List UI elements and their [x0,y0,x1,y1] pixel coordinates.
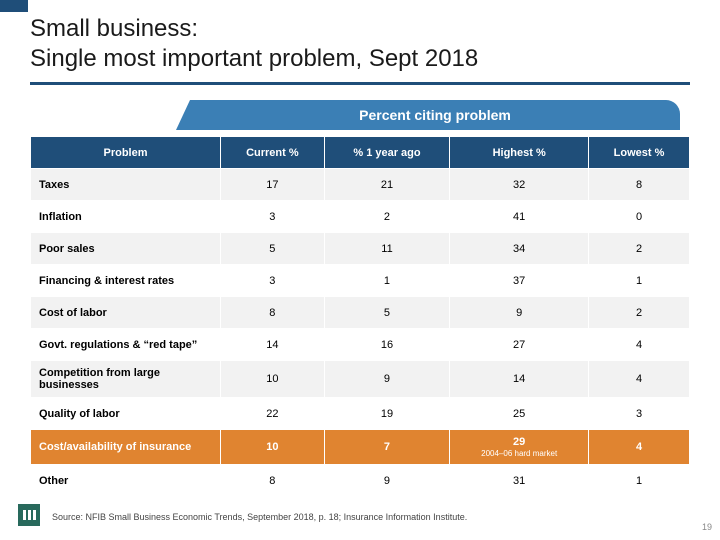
row-value: 31 [450,465,589,497]
col-lowest: Lowest % [589,137,690,169]
col-highest: Highest % [450,137,589,169]
row-value: 10 [221,361,325,398]
table-row: Inflation32410 [31,201,690,233]
table-row: Quality of labor2219253 [31,398,690,430]
table-row: Cost of labor8592 [31,297,690,329]
row-value: 17 [221,169,325,201]
page-number: 19 [702,522,712,532]
row-label: Cost of labor [31,297,221,329]
row-value: 3 [221,265,325,297]
table-row: Cost/availability of insurance107292004–… [31,430,690,465]
row-value: 8 [221,465,325,497]
row-value: 5 [221,233,325,265]
row-value: 32 [450,169,589,201]
col-problem: Problem [31,137,221,169]
table-row: Competition from large businesses109144 [31,361,690,398]
row-label: Inflation [31,201,221,233]
row-value: 9 [450,297,589,329]
row-value: 4 [589,361,690,398]
table-row: Financing & interest rates31371 [31,265,690,297]
row-value: 3 [221,201,325,233]
table-header-row: Problem Current % % 1 year ago Highest %… [31,137,690,169]
row-value: 5 [324,297,450,329]
row-value: 27 [450,329,589,361]
row-value: 0 [589,201,690,233]
row-value: 19 [324,398,450,430]
iii-logo-icon [18,504,40,526]
row-value: 1 [324,265,450,297]
row-label: Financing & interest rates [31,265,221,297]
row-value: 9 [324,465,450,497]
row-label: Govt. regulations & “red tape” [31,329,221,361]
row-value: 1 [589,465,690,497]
row-value: 25 [450,398,589,430]
row-value: 14 [221,329,325,361]
row-value: 2 [589,233,690,265]
row-value: 21 [324,169,450,201]
row-label: Other [31,465,221,497]
title-line1: Small business: [30,15,198,42]
corner-accent [0,0,28,12]
row-value: 10 [221,430,325,465]
row-label: Quality of labor [31,398,221,430]
banner-text: Percent citing problem [359,107,511,123]
table-row: Other89311 [31,465,690,497]
row-value: 1 [589,265,690,297]
title-underline [30,82,690,85]
row-value: 8 [221,297,325,329]
row-value: 3 [589,398,690,430]
row-label: Taxes [31,169,221,201]
col-current: Current % [221,137,325,169]
row-value: 9 [324,361,450,398]
row-label: Cost/availability of insurance [31,430,221,465]
row-value: 16 [324,329,450,361]
source-citation: Source: NFIB Small Business Economic Tre… [52,512,467,522]
row-value: 7 [324,430,450,465]
row-value: 2 [589,297,690,329]
table-row: Govt. regulations & “red tape”1416274 [31,329,690,361]
problems-table: Problem Current % % 1 year ago Highest %… [30,136,690,497]
row-value: 292004–06 hard market [450,430,589,465]
table-banner: Percent citing problem [190,100,680,130]
table-row: Poor sales511342 [31,233,690,265]
row-value: 4 [589,329,690,361]
row-value: 11 [324,233,450,265]
col-yearago: % 1 year ago [324,137,450,169]
row-value: 14 [450,361,589,398]
row-value: 22 [221,398,325,430]
row-value: 2 [324,201,450,233]
row-label: Poor sales [31,233,221,265]
row-value: 34 [450,233,589,265]
row-value: 37 [450,265,589,297]
row-value: 41 [450,201,589,233]
row-value: 8 [589,169,690,201]
title-line2: Single most important problem, Sept 2018 [30,45,478,72]
row-value: 4 [589,430,690,465]
table-row: Taxes1721328 [31,169,690,201]
row-label: Competition from large businesses [31,361,221,398]
slide-title: Small business: Single most important pr… [30,14,700,74]
